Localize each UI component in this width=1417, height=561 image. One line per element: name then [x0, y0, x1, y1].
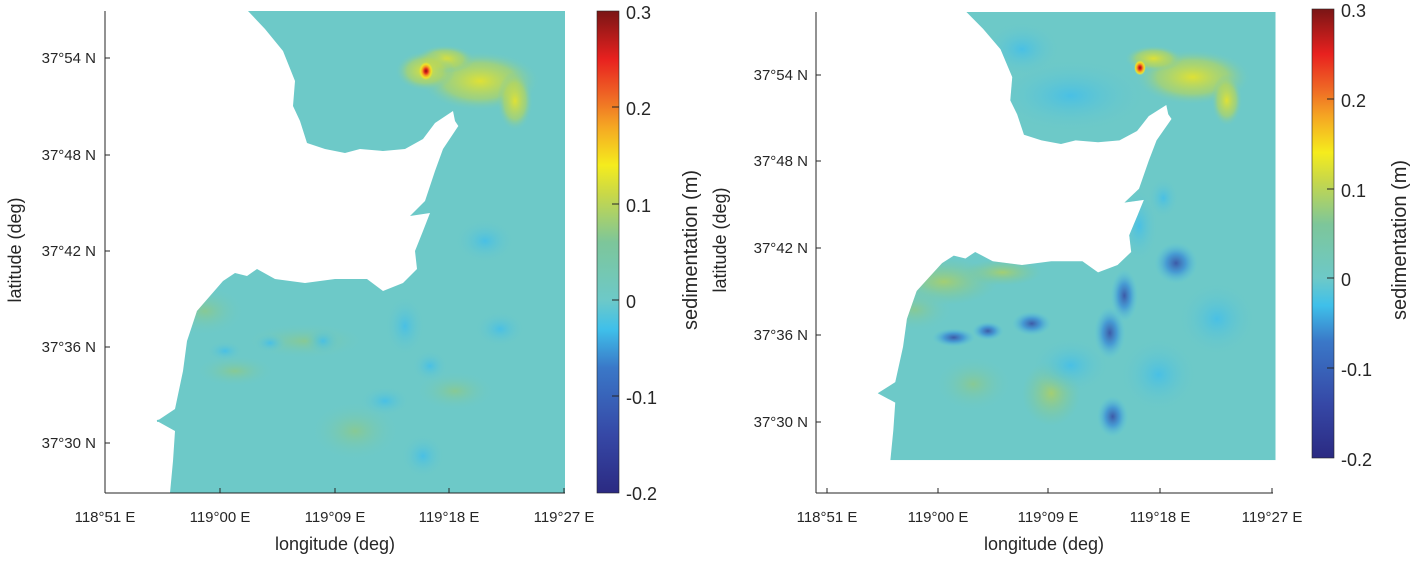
- right-x-axis-label: longitude (deg): [984, 534, 1104, 554]
- right-map: [877, 12, 1276, 461]
- right-cb-tick-label: 0.3: [1341, 1, 1366, 21]
- left-xtick-label: 118°51 E: [75, 509, 136, 526]
- right-colorbar: [1311, 8, 1335, 459]
- left-ytick-label: 37°42 N: [42, 243, 96, 260]
- right-cb-tick-label: 0: [1341, 270, 1351, 290]
- left-cb-tick-label: 0: [626, 292, 636, 312]
- right-ytick-label: 37°54 N: [754, 67, 808, 84]
- left-panel: 37°54 N 37°48 N 37°42 N 37°36 N 37°30 N …: [5, 3, 702, 554]
- left-y-axis-label: latitude (deg): [5, 197, 25, 302]
- left-xtick-label: 119°00 E: [190, 509, 251, 526]
- right-xtick-label: 118°51 E: [797, 509, 858, 526]
- left-xtick-label: 119°18 E: [419, 509, 480, 526]
- right-xtick-label: 119°00 E: [908, 509, 969, 526]
- left-map: [156, 11, 565, 493]
- right-panel: 37°54 N 37°48 N 37°42 N 37°36 N 37°30 N …: [710, 1, 1411, 554]
- right-colorbar-label: sedimentation (m): [1389, 160, 1411, 320]
- right-cb-tick-label: -0.1: [1341, 360, 1372, 380]
- left-ytick-label: 37°30 N: [42, 435, 96, 452]
- left-colorbar: [596, 10, 620, 494]
- left-cb-tick-label: 0.2: [626, 99, 651, 119]
- right-xtick-label: 119°09 E: [1018, 509, 1079, 526]
- right-cb-tick-label: 0.1: [1341, 181, 1366, 201]
- right-xtick-label: 119°27 E: [1242, 509, 1303, 526]
- left-y-ticks: 37°54 N 37°48 N 37°42 N 37°36 N 37°30 N: [42, 50, 110, 452]
- right-cb-tick-label: 0.2: [1341, 91, 1366, 111]
- right-ytick-label: 37°48 N: [754, 153, 808, 170]
- left-cb-tick-label: 0.3: [626, 3, 651, 23]
- left-colorbar-ticks: 0.3 0.2 0.1 0 -0.1 -0.2: [612, 3, 657, 504]
- left-x-axis-label: longitude (deg): [275, 534, 395, 554]
- left-colorbar-label: sedimentation (m): [680, 170, 702, 330]
- right-ytick-label: 37°30 N: [754, 414, 808, 431]
- right-cb-tick-label: -0.2: [1341, 450, 1372, 470]
- left-cb-tick-label: -0.1: [626, 388, 657, 408]
- left-x-ticks: 118°51 E 119°00 E 119°09 E 119°18 E 119°…: [75, 488, 595, 526]
- left-xtick-label: 119°27 E: [534, 509, 595, 526]
- right-y-axis-label: latitude (deg): [710, 187, 730, 292]
- left-ytick-label: 37°48 N: [42, 147, 96, 164]
- right-x-ticks: 118°51 E 119°00 E 119°09 E 119°18 E 119°…: [797, 488, 1303, 526]
- right-ytick-label: 37°42 N: [754, 240, 808, 257]
- left-xtick-label: 119°09 E: [305, 509, 366, 526]
- left-ytick-label: 37°36 N: [42, 339, 96, 356]
- left-cb-tick-label: 0.1: [626, 196, 651, 216]
- right-colorbar-ticks: 0.3 0.2 0.1 0 -0.1 -0.2: [1327, 1, 1372, 470]
- right-xtick-label: 119°18 E: [1130, 509, 1191, 526]
- right-ytick-label: 37°36 N: [754, 327, 808, 344]
- right-y-ticks: 37°54 N 37°48 N 37°42 N 37°36 N 37°30 N: [754, 67, 821, 431]
- left-ytick-label: 37°54 N: [42, 50, 96, 67]
- left-cb-tick-label: -0.2: [626, 484, 657, 504]
